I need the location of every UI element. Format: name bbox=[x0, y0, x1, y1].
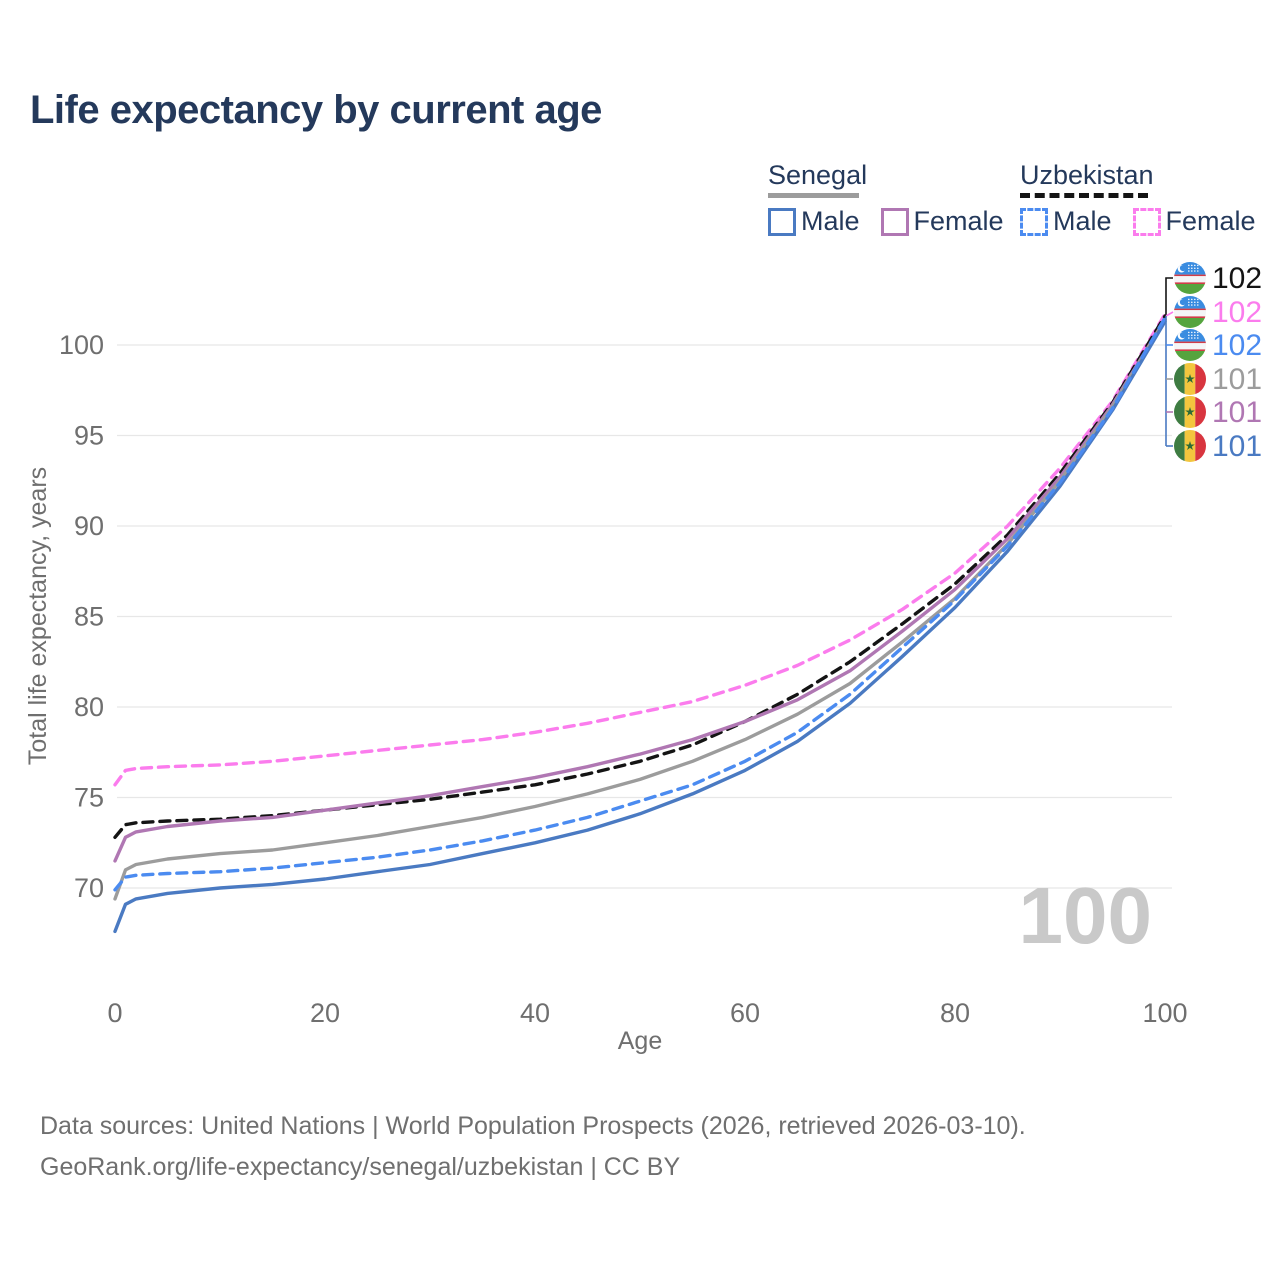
series-line-senegal-female[interactable] bbox=[113, 318, 1167, 863]
x-tick-label: 0 bbox=[107, 998, 122, 1028]
legend-uzbekistan-female[interactable]: Female bbox=[1132, 206, 1256, 237]
senegal-line-swatch bbox=[768, 193, 859, 198]
legend-uzbekistan-label: Uzbekistan bbox=[1020, 160, 1154, 190]
legend-group-uzbekistan: Uzbekistan Male Female bbox=[1020, 160, 1277, 237]
y-tick-label: 75 bbox=[74, 783, 104, 813]
x-axis-title: Age bbox=[618, 1027, 662, 1055]
legend-uzbekistan-male-label: Male bbox=[1053, 206, 1112, 236]
senegal-male-swatch bbox=[768, 207, 796, 236]
legend-country-uzbekistan[interactable]: Uzbekistan bbox=[1020, 160, 1277, 198]
uzbekistan-male-swatch bbox=[1020, 207, 1048, 236]
age-watermark: 100 bbox=[1019, 871, 1152, 960]
x-tick-label: 80 bbox=[940, 998, 970, 1028]
endpoint-label-senegal-male: 101 bbox=[1174, 430, 1262, 463]
series-line-uzbekistan-female[interactable] bbox=[113, 312, 1167, 787]
senegal-female-swatch bbox=[880, 207, 909, 236]
legend-items-senegal: Male Female bbox=[768, 206, 1025, 237]
endpoint-value: 102 bbox=[1212, 262, 1262, 295]
endpoint-label-senegal-female: 101 bbox=[1174, 396, 1262, 429]
grid-layer bbox=[117, 344, 1172, 889]
legend-senegal-male[interactable]: Male bbox=[768, 206, 860, 237]
endpoint-value: 101 bbox=[1212, 363, 1262, 396]
attribution-line: GeoRank.org/life-expectancy/senegal/uzbe… bbox=[40, 1153, 681, 1181]
endpoint-label-uzbekistan-both: 102 bbox=[1174, 262, 1262, 295]
x-tick-label: 40 bbox=[520, 998, 550, 1028]
legend-uzbekistan-female-label: Female bbox=[1165, 206, 1256, 236]
x-tick-label: 60 bbox=[730, 998, 760, 1028]
series-line-senegal-male[interactable] bbox=[113, 319, 1167, 934]
endpoint-value: 101 bbox=[1212, 430, 1262, 463]
y-tick-label: 90 bbox=[74, 511, 104, 541]
legend-senegal-female[interactable]: Female bbox=[880, 206, 1004, 237]
legend-senegal-female-label: Female bbox=[913, 206, 1004, 236]
endpoint-value: 102 bbox=[1212, 329, 1262, 362]
endpoint-value: 102 bbox=[1212, 296, 1262, 329]
endpoint-value: 101 bbox=[1212, 396, 1262, 429]
endpoint-label-uzbekistan-female: 102 bbox=[1174, 296, 1262, 329]
x-tick-label: 20 bbox=[310, 998, 340, 1028]
axis-tick-layer: 70 75 80 85 90 95 100 0 20 40 60 80 100 bbox=[59, 330, 1188, 1028]
legend-uzbekistan-male[interactable]: Male bbox=[1020, 206, 1112, 237]
y-tick-label: 85 bbox=[74, 602, 104, 632]
legend-senegal-male-label: Male bbox=[801, 206, 860, 236]
legend-items-uzbekistan: Male Female bbox=[1020, 206, 1277, 237]
uzbekistan-female-swatch bbox=[1132, 207, 1161, 236]
senegal-flag-icon bbox=[1174, 363, 1206, 395]
y-axis-title: Total life expectancy, years bbox=[24, 467, 52, 765]
y-tick-label: 80 bbox=[74, 692, 104, 722]
endpoint-label-uzbekistan-male: 102 bbox=[1174, 329, 1262, 362]
data-sources-line: Data sources: United Nations | World Pop… bbox=[40, 1112, 1026, 1140]
uzbekistan-flag-icon bbox=[1174, 262, 1206, 294]
leader-line bbox=[1165, 277, 1173, 316]
uzbekistan-line-swatch bbox=[1020, 193, 1148, 198]
footer: Data sources: United Nations | World Pop… bbox=[40, 1106, 1026, 1188]
series-layer bbox=[113, 312, 1167, 934]
uzbekistan-flag-icon bbox=[1174, 296, 1206, 328]
legend-country-senegal[interactable]: Senegal bbox=[768, 160, 1025, 198]
chart-legend: Senegal Male Female Uzbekistan bbox=[768, 160, 1256, 237]
y-tick-label: 100 bbox=[59, 330, 104, 360]
leader-line bbox=[1165, 311, 1174, 317]
endpoint-label-senegal-both: 101 bbox=[1174, 363, 1262, 396]
legend-group-senegal: Senegal Male Female bbox=[768, 160, 1025, 237]
series-line-uzbekistan-male[interactable] bbox=[113, 316, 1167, 892]
legend-senegal-label: Senegal bbox=[768, 160, 868, 190]
page-title: Life expectancy by current age bbox=[30, 88, 602, 132]
y-tick-label: 95 bbox=[74, 421, 104, 451]
x-tick-label: 100 bbox=[1142, 998, 1187, 1028]
series-line-uzbekistan-both[interactable] bbox=[113, 314, 1167, 839]
endpoint-connector-layer bbox=[1165, 277, 1174, 447]
senegal-flag-icon bbox=[1174, 396, 1206, 428]
uzbekistan-flag-icon bbox=[1174, 329, 1206, 361]
y-tick-label: 70 bbox=[74, 873, 104, 903]
senegal-flag-icon bbox=[1174, 430, 1206, 462]
